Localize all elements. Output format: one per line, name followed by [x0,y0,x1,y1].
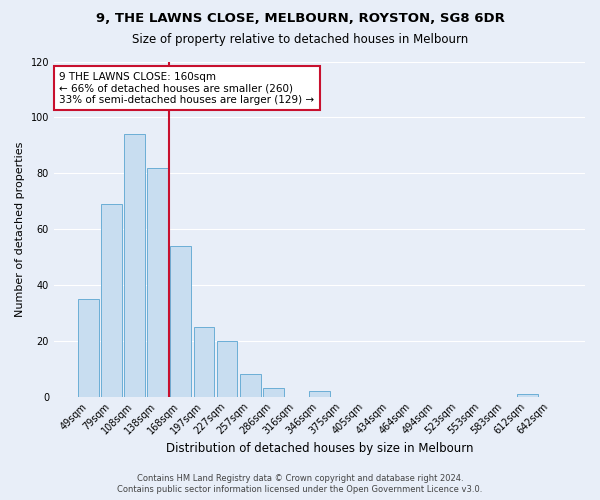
Bar [124,134,145,396]
X-axis label: Distribution of detached houses by size in Melbourn: Distribution of detached houses by size … [166,442,473,455]
Bar [194,327,214,396]
Bar [240,374,260,396]
Bar [263,388,284,396]
Bar [170,246,191,396]
Bar [78,299,99,396]
Text: Size of property relative to detached houses in Melbourn: Size of property relative to detached ho… [132,32,468,46]
Text: Contains HM Land Registry data © Crown copyright and database right 2024.
Contai: Contains HM Land Registry data © Crown c… [118,474,482,494]
Bar [309,391,330,396]
Bar [517,394,538,396]
Y-axis label: Number of detached properties: Number of detached properties [15,142,25,316]
Bar [217,340,238,396]
Text: 9, THE LAWNS CLOSE, MELBOURN, ROYSTON, SG8 6DR: 9, THE LAWNS CLOSE, MELBOURN, ROYSTON, S… [95,12,505,26]
Text: 9 THE LAWNS CLOSE: 160sqm
← 66% of detached houses are smaller (260)
33% of semi: 9 THE LAWNS CLOSE: 160sqm ← 66% of detac… [59,72,314,105]
Bar [101,204,122,396]
Bar [148,168,168,396]
